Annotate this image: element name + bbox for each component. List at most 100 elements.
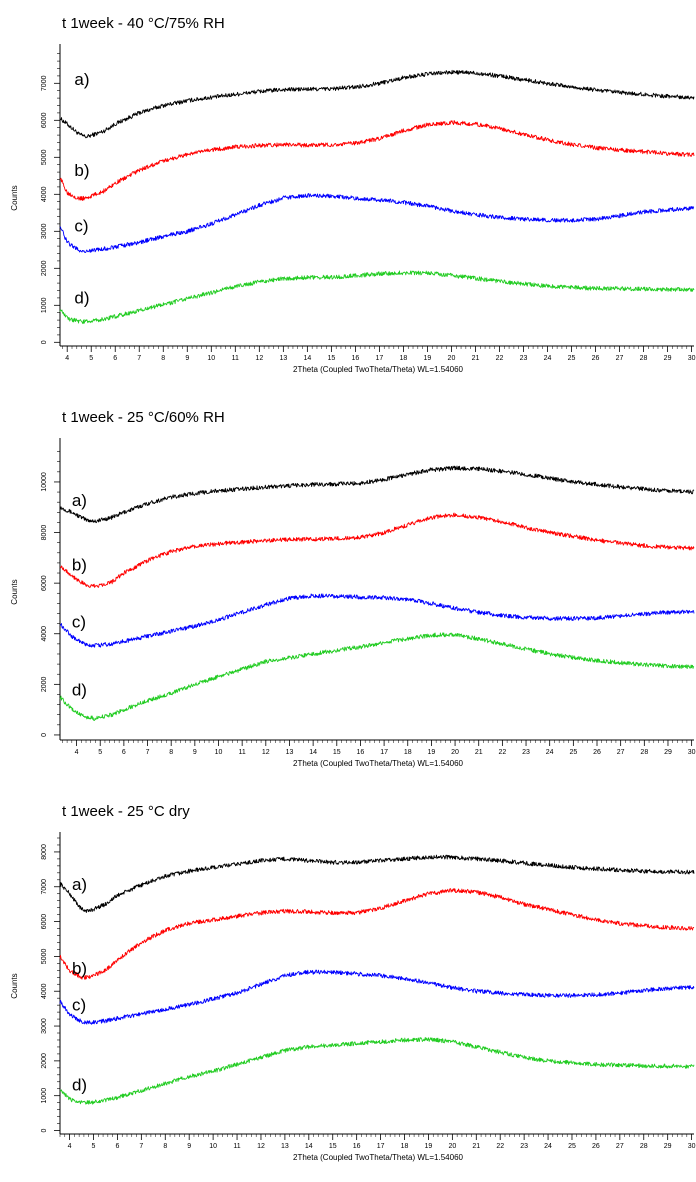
x-tick-label: 5 — [92, 1143, 96, 1150]
x-tick-label: 23 — [520, 355, 528, 362]
series-line-2 — [59, 120, 695, 201]
chart-svg: t 1week - 40 °C/75% RH 0 1000 2000 3000 4000 5… — [10, 15, 696, 374]
x-tick-label: 6 — [113, 355, 117, 362]
x-tick-label: 7 — [146, 749, 150, 756]
x-tick-label: 15 — [333, 749, 341, 756]
x-tick-label: 18 — [400, 355, 408, 362]
x-tick-label: 11 — [233, 1143, 240, 1150]
x-tick-label: 24 — [544, 355, 552, 362]
x-tick-label: 13 — [279, 355, 287, 362]
x-tick-label: 9 — [193, 749, 197, 756]
y-axis-title: Counts — [10, 185, 19, 210]
series-line-3 — [59, 193, 695, 254]
x-tick-label: 23 — [520, 1143, 528, 1150]
x-tick-label: 12 — [257, 1143, 265, 1150]
x-tick-label: 30 — [688, 1143, 696, 1150]
y-tick-label: 7000 — [41, 879, 48, 895]
series-line-1 — [59, 465, 695, 524]
x-tick-label: 24 — [546, 749, 554, 756]
y-tick-label: 8000 — [41, 525, 48, 541]
x-tick-label: 14 — [309, 749, 317, 756]
x-tick-label: 14 — [305, 1143, 313, 1150]
y-tick-label: 6000 — [41, 575, 48, 591]
x-tick-label: 7 — [137, 355, 141, 362]
x-tick-label: 19 — [428, 749, 436, 756]
y-tick-label: 8000 — [41, 844, 48, 860]
series-label: b) — [72, 959, 87, 978]
series-label: c) — [74, 216, 88, 235]
x-tick-label: 27 — [616, 355, 624, 362]
x-tick-label: 20 — [451, 749, 459, 756]
series-line-2 — [59, 512, 695, 588]
x-tick-label: 28 — [640, 749, 648, 756]
y-tick-label: 2000 — [41, 260, 48, 276]
y-tick-label: 1000 — [41, 297, 48, 313]
x-tick-label: 25 — [568, 1143, 576, 1150]
x-tick-label: 22 — [496, 355, 504, 362]
x-tick-label: 30 — [688, 355, 696, 362]
series-line-1 — [59, 69, 695, 139]
y-tick-label: 6000 — [41, 914, 48, 930]
series-label: c) — [72, 612, 86, 631]
x-tick-label: 15 — [327, 355, 335, 362]
y-tick-label: 5000 — [41, 949, 48, 965]
y-tick-label: 2000 — [41, 1053, 48, 1069]
x-tick-label: 18 — [401, 1143, 409, 1150]
x-tick-label: 4 — [75, 749, 79, 756]
chart-title: t 1week - 25 °C dry — [62, 803, 190, 820]
x-tick-label: 17 — [377, 1143, 385, 1150]
series-line-4 — [59, 270, 695, 325]
x-tick-label: 26 — [593, 749, 601, 756]
series-label: d) — [72, 681, 87, 700]
x-axis-title: 2Theta (Coupled TwoTheta/Theta) WL=1.540… — [293, 759, 464, 768]
x-tick-label: 17 — [376, 355, 384, 362]
y-tick-label: 7000 — [41, 75, 48, 91]
x-tick-label: 8 — [169, 749, 173, 756]
x-tick-label: 12 — [255, 355, 263, 362]
y-tick-label: 0 — [41, 733, 48, 737]
chart-title: t 1week - 25 °C/60% RH — [62, 409, 225, 426]
y-tick-label: 6000 — [41, 112, 48, 128]
series-line-1 — [59, 854, 695, 913]
x-tick-label: 29 — [664, 355, 672, 362]
x-tick-label: 12 — [262, 749, 270, 756]
x-axis-title: 2Theta (Coupled TwoTheta/Theta) WL=1.540… — [293, 365, 464, 374]
xrd-panel-25C-60RH: t 1week - 25 °C/60% RH 0 2000 4000 6000 8000 1… — [0, 394, 696, 788]
x-tick-label: 16 — [357, 749, 365, 756]
series-label: a) — [72, 875, 87, 894]
x-tick-label: 10 — [209, 1143, 217, 1150]
x-tick-label: 14 — [303, 355, 311, 362]
series-line-4 — [59, 1037, 695, 1105]
x-tick-label: 21 — [475, 749, 483, 756]
x-tick-label: 16 — [351, 355, 359, 362]
series-label: d) — [74, 288, 89, 307]
y-tick-label: 0 — [41, 340, 48, 344]
x-tick-label: 29 — [664, 749, 672, 756]
series-line-4 — [59, 632, 695, 721]
x-tick-label: 23 — [522, 749, 530, 756]
x-tick-label: 18 — [404, 749, 412, 756]
series-line-3 — [59, 969, 695, 1025]
series-label: b) — [74, 161, 89, 180]
x-tick-label: 4 — [65, 355, 69, 362]
series-label: a) — [74, 70, 89, 89]
x-axis-title: 2Theta (Coupled TwoTheta/Theta) WL=1.540… — [293, 1153, 464, 1162]
xrd-panel-25C-dry: t 1week - 25 °C dry 0 1000 2000 3000 4000 5000… — [0, 788, 696, 1182]
chart-svg: t 1week - 25 °C/60% RH 0 2000 4000 6000 8000 1… — [10, 409, 696, 768]
y-tick-label: 0 — [41, 1128, 48, 1132]
x-tick-label: 20 — [448, 355, 456, 362]
x-tick-label: 9 — [187, 1143, 191, 1150]
y-tick-label: 4000 — [41, 186, 48, 202]
x-tick-label: 26 — [592, 355, 600, 362]
x-tick-label: 22 — [498, 749, 506, 756]
x-tick-label: 10 — [207, 355, 215, 362]
y-tick-label: 5000 — [41, 149, 48, 165]
x-tick-label: 8 — [163, 1143, 167, 1150]
x-tick-label: 29 — [664, 1143, 672, 1150]
series-line-3 — [59, 593, 695, 648]
y-tick-label: 4000 — [41, 983, 48, 999]
series-label: b) — [72, 555, 87, 574]
series-label: a) — [72, 491, 87, 510]
x-tick-label: 15 — [329, 1143, 337, 1150]
series-label: c) — [72, 995, 86, 1014]
